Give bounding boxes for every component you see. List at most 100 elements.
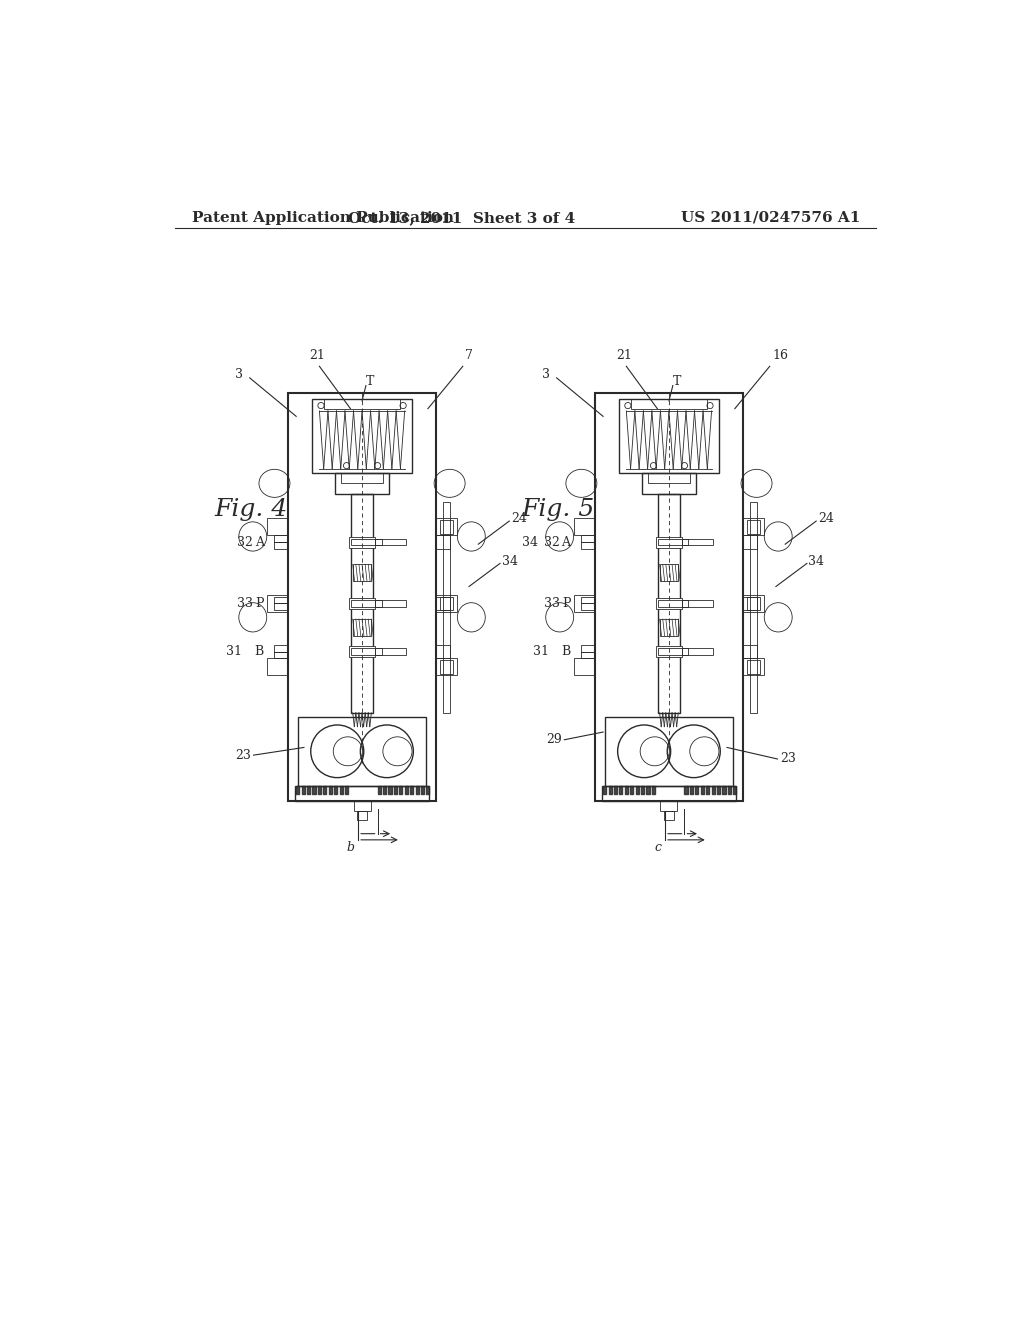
Bar (351, 601, 382, 607)
Bar (274, 536, 289, 549)
Text: 34: 34 (522, 536, 538, 549)
Bar (618, 400, 719, 473)
Bar (353, 801, 371, 810)
Text: 24: 24 (511, 512, 526, 525)
Bar (440, 597, 453, 610)
Bar (658, 648, 688, 655)
Text: Fig. 4: Fig. 4 (215, 499, 288, 521)
Bar (631, 400, 707, 409)
Bar (582, 536, 595, 549)
Text: Fig. 5: Fig. 5 (521, 499, 595, 521)
Text: 34: 34 (502, 556, 517, 569)
Bar (349, 598, 375, 609)
Bar (748, 660, 760, 675)
Text: 29: 29 (546, 733, 562, 746)
Bar (289, 393, 435, 801)
Bar (655, 537, 682, 548)
Bar (352, 619, 372, 636)
Bar (351, 539, 382, 545)
Bar (742, 595, 764, 612)
Text: 34: 34 (809, 556, 824, 569)
Bar (375, 648, 406, 655)
Bar (351, 648, 382, 655)
Bar (748, 597, 760, 610)
Bar (660, 801, 678, 810)
Text: 24: 24 (818, 512, 834, 525)
Text: 21: 21 (616, 350, 632, 363)
Text: 3: 3 (236, 367, 244, 380)
Text: 31: 31 (226, 645, 242, 659)
Text: 33: 33 (544, 597, 560, 610)
Text: US 2011/0247576 A1: US 2011/0247576 A1 (681, 211, 860, 224)
Text: P: P (562, 597, 570, 610)
Text: T: T (673, 375, 681, 388)
Text: B: B (561, 645, 570, 659)
Bar (349, 647, 375, 657)
Bar (266, 595, 289, 612)
Text: 23: 23 (779, 752, 796, 766)
Bar (341, 473, 383, 483)
Bar (659, 619, 678, 636)
Bar (311, 400, 413, 473)
Bar (440, 660, 453, 675)
Bar (298, 717, 426, 785)
Bar (742, 597, 757, 610)
Bar (658, 494, 680, 713)
Bar (435, 519, 458, 536)
Bar (655, 647, 682, 657)
Bar (604, 717, 733, 785)
Bar (655, 598, 682, 609)
Bar (335, 473, 389, 494)
Bar (742, 536, 757, 549)
Text: A: A (255, 536, 263, 549)
Text: 16: 16 (772, 350, 788, 363)
Text: 32: 32 (544, 536, 560, 549)
Bar (582, 597, 595, 610)
Bar (440, 520, 453, 533)
Bar (375, 539, 406, 545)
Bar (325, 400, 399, 409)
Bar (601, 785, 736, 801)
Text: 31: 31 (532, 645, 549, 659)
Bar (750, 502, 758, 713)
Text: 3: 3 (543, 367, 550, 380)
Bar (266, 659, 289, 676)
Text: T: T (366, 375, 375, 388)
Bar (375, 601, 406, 607)
Bar (573, 595, 595, 612)
Bar (442, 502, 451, 713)
Bar (659, 565, 678, 581)
Bar (742, 644, 757, 659)
Bar (435, 536, 450, 549)
Text: c: c (654, 841, 662, 854)
Bar (573, 519, 595, 536)
Bar (742, 659, 764, 676)
Text: A: A (561, 536, 570, 549)
Bar (658, 601, 688, 607)
Text: B: B (254, 645, 263, 659)
Bar (351, 494, 373, 713)
Bar (595, 393, 742, 801)
Text: b: b (346, 841, 354, 854)
Bar (582, 644, 595, 659)
Bar (682, 601, 713, 607)
Bar (748, 520, 760, 533)
Text: 21: 21 (309, 350, 325, 363)
Bar (266, 519, 289, 536)
Bar (742, 519, 764, 536)
Bar (435, 659, 458, 676)
Text: Patent Application Publication: Patent Application Publication (191, 211, 454, 224)
Bar (682, 539, 713, 545)
Bar (658, 539, 688, 545)
Bar (642, 473, 696, 494)
Text: 32: 32 (237, 536, 253, 549)
Bar (357, 810, 367, 820)
Bar (352, 565, 372, 581)
Bar (295, 785, 429, 801)
Bar (435, 597, 450, 610)
Bar (682, 648, 713, 655)
Bar (435, 644, 450, 659)
Text: 33: 33 (237, 597, 253, 610)
Bar (665, 810, 674, 820)
Bar (435, 595, 458, 612)
